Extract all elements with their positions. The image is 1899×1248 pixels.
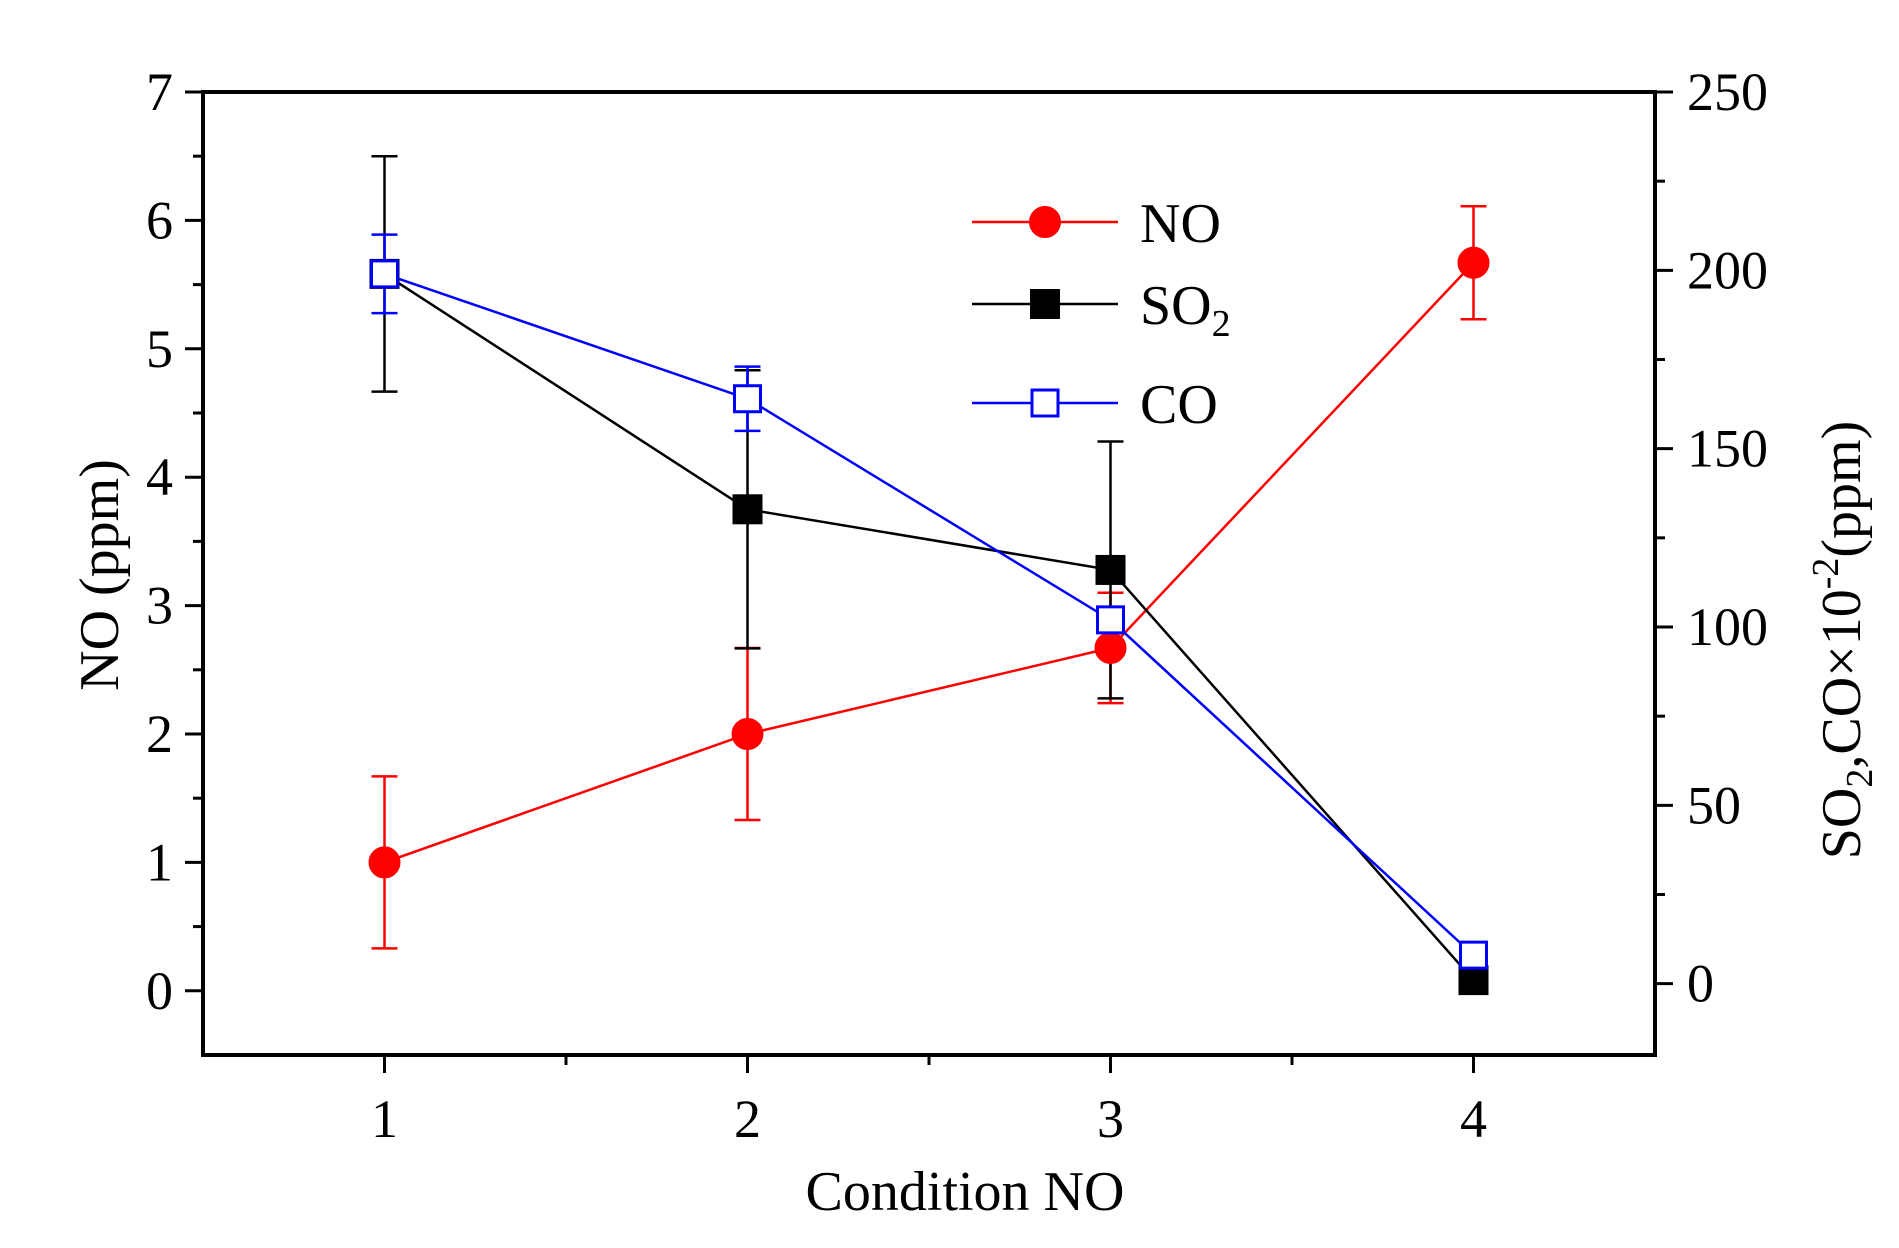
co-point-2 <box>733 384 762 414</box>
plot-frame <box>201 90 1657 1057</box>
no-point-3 <box>1094 631 1127 664</box>
legend-marker-co <box>1030 388 1060 418</box>
series-layer <box>368 154 1490 996</box>
no-point-1 <box>368 846 401 879</box>
legend-marker-no <box>1029 206 1061 238</box>
y-left-tick-label-7: 7 <box>146 62 173 122</box>
y-axis-left-title: NO (ppm) <box>69 459 131 691</box>
y-right-tick-label-50: 50 <box>1687 775 1741 835</box>
plot-area: 1 2 3 4 0 1 2 3 4 5 6 7 0 50 100 150 200 250 <box>146 62 1768 1149</box>
legend-label-no-text: NO <box>1140 193 1221 255</box>
legend-label-so2-sub: 2 <box>1212 303 1231 345</box>
legend-label-co: CO <box>1140 374 1218 436</box>
so2-point-2 <box>732 494 763 525</box>
no-point-2 <box>731 718 764 750</box>
y-right-title-sub: 2 <box>1839 769 1881 788</box>
y-left-tick-label-3: 3 <box>146 576 173 636</box>
y-axis-right-title: SO2,CO×10-2(ppm) <box>1805 421 1881 859</box>
x-tick-label-1: 1 <box>371 1089 398 1149</box>
y-right-title-prefix: SO <box>1811 788 1873 860</box>
x-tick-label-2: 2 <box>734 1089 761 1149</box>
legend: NO SO2 CO <box>972 193 1231 436</box>
so2-series-line <box>383 272 1475 981</box>
co-series-line <box>384 272 1475 957</box>
y-right-tick-label-250: 250 <box>1687 62 1768 122</box>
legend-label-co-text: CO <box>1140 374 1218 436</box>
y-left-tick-label-2: 2 <box>146 704 173 764</box>
so2-point-3 <box>1095 554 1126 585</box>
so2-point-4 <box>1458 965 1489 996</box>
y-right-tick-label-100: 100 <box>1687 597 1768 657</box>
y-left-tick-label-0: 0 <box>146 961 173 1021</box>
x-tick-label-3: 3 <box>1097 1089 1124 1149</box>
no-series-line <box>384 261 1475 864</box>
co-point-1 <box>370 259 399 289</box>
legend-label-so2: SO2 <box>1140 275 1231 345</box>
y-right-title-suffix: (ppm) <box>1811 421 1873 558</box>
x-tick-label-4: 4 <box>1460 1089 1487 1149</box>
y-left-tick-label-1: 1 <box>146 832 173 892</box>
y-right-tick-label-0: 0 <box>1687 954 1714 1014</box>
y-right-tick-label-150: 150 <box>1687 419 1768 479</box>
y-left-tick-label-6: 6 <box>146 190 173 250</box>
no-point-4 <box>1457 246 1490 279</box>
legend-marker-so2 <box>1030 289 1060 319</box>
y-right-tick-label-200: 200 <box>1687 240 1768 300</box>
y-left-tick-label-4: 4 <box>146 447 173 507</box>
legend-label-so2-text: SO <box>1140 275 1212 337</box>
legend-label-no: NO <box>1140 193 1221 255</box>
y-left-tick-label-5: 5 <box>146 319 173 379</box>
x-axis-title: Condition NO <box>806 1161 1125 1223</box>
y-right-title-middle: ,CO×10 <box>1811 589 1873 768</box>
y-right-title-sup: -2 <box>1805 558 1847 590</box>
co-point-4 <box>1459 940 1488 970</box>
co-point-3 <box>1096 605 1125 635</box>
